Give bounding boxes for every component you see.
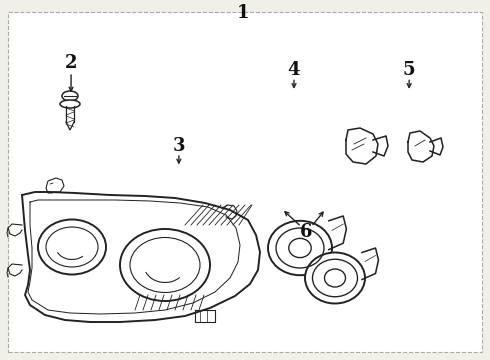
Polygon shape: [430, 138, 443, 155]
Polygon shape: [22, 192, 260, 322]
Polygon shape: [373, 136, 388, 156]
Ellipse shape: [38, 220, 106, 275]
Ellipse shape: [305, 252, 365, 303]
Polygon shape: [346, 128, 378, 164]
Ellipse shape: [120, 229, 210, 301]
Ellipse shape: [60, 100, 80, 108]
Text: 6: 6: [300, 223, 313, 241]
Polygon shape: [408, 131, 434, 162]
Text: 2: 2: [65, 54, 77, 72]
Ellipse shape: [62, 91, 78, 101]
Text: 3: 3: [172, 137, 185, 155]
Text: 4: 4: [288, 61, 300, 79]
Ellipse shape: [268, 221, 332, 275]
Text: 1: 1: [236, 4, 249, 22]
Text: 5: 5: [403, 61, 416, 79]
